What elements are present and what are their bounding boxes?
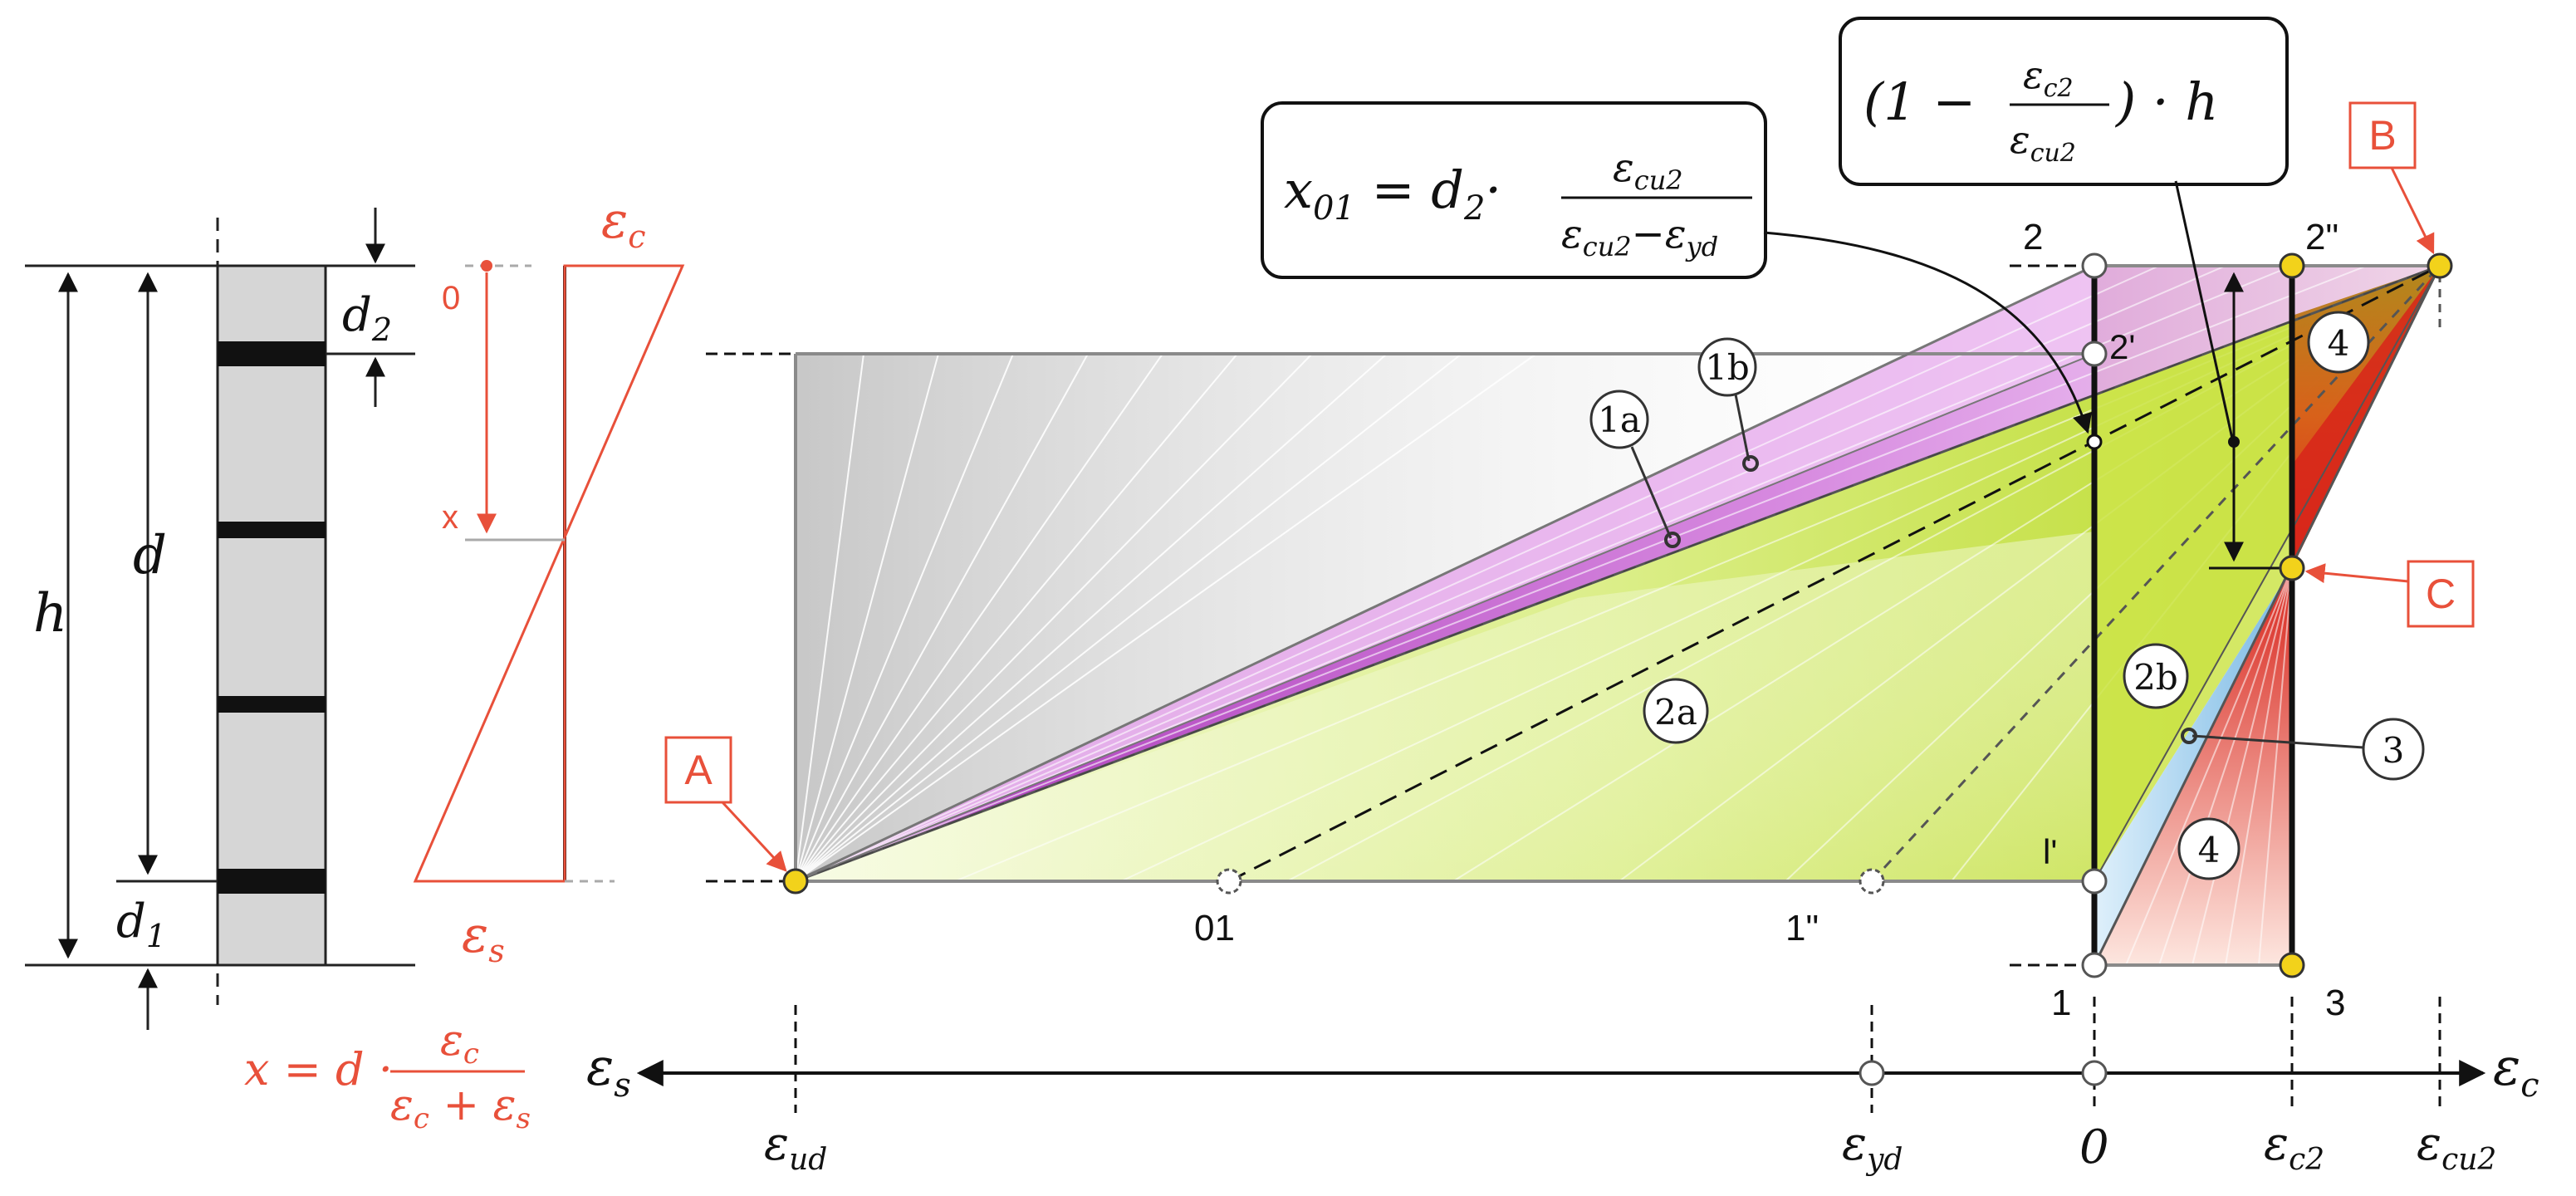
region-2a-fade	[796, 532, 2094, 881]
svg-text:x01 = d2·: x01 = d2·	[1284, 159, 1501, 228]
label-d1: d1	[116, 895, 166, 954]
label-1p: l'	[2043, 832, 2057, 871]
svg-text:4: 4	[2328, 323, 2350, 364]
formula-x-lhs: x = d ·	[244, 1043, 393, 1096]
label-2pp: 2"	[2305, 217, 2338, 257]
profile-shape	[413, 264, 685, 883]
formula-height-leader	[2174, 180, 2234, 439]
strain-profile: 0 x εc εs x = d · εc εc + εs	[244, 192, 685, 1135]
line-B-1p	[2094, 265, 2441, 882]
label-d2: d2	[342, 288, 392, 348]
point-3	[2279, 952, 2305, 978]
tick-label-cu2: εcu2	[2417, 1117, 2496, 1177]
axis-point-zero	[2081, 1060, 2108, 1086]
formula-x-den: εc + εs	[390, 1081, 531, 1135]
label-2: 2	[2023, 217, 2043, 257]
box-B: B	[2348, 101, 2435, 255]
label-d: d	[133, 525, 167, 586]
tick-label-c2: εc2	[2264, 1117, 2324, 1177]
label-3: 3	[2325, 983, 2345, 1023]
svg-text:3: 3	[2383, 730, 2405, 771]
label-eps-c-top: εc	[601, 192, 646, 255]
svg-text:1a: 1a	[1598, 399, 1641, 440]
svg-text:εcu2: εcu2	[2010, 117, 2076, 168]
point-A	[782, 868, 809, 895]
section-body	[216, 264, 327, 967]
point-2	[2081, 252, 2108, 279]
bubble-1a: 1a	[1589, 390, 1681, 548]
tick-label-ud: εud	[764, 1117, 827, 1177]
box-A: A	[664, 736, 787, 872]
svg-text:A: A	[684, 747, 713, 793]
line-A-2	[795, 264, 2095, 883]
bubble-4-top: 4	[2307, 311, 2370, 374]
axis-eps-s-label: εs	[586, 1037, 631, 1105]
svg-text:C: C	[2426, 571, 2456, 617]
svg-text:2a: 2a	[1654, 692, 1697, 733]
bubble-1b: 1b	[1697, 337, 1759, 472]
tick-label-yd: εyd	[1842, 1117, 1903, 1177]
label-2p: 2'	[2109, 327, 2135, 366]
label-01: 01	[1194, 908, 1235, 948]
rebar-top	[218, 341, 326, 366]
line-A-B	[795, 264, 2441, 883]
svg-text:B: B	[2368, 112, 2396, 159]
svg-text:4: 4	[2198, 830, 2221, 870]
point-B	[2427, 252, 2453, 279]
bubble-3: 3	[2181, 718, 2425, 781]
bubble-4-bottom: 4	[2177, 817, 2241, 880]
svg-text:(1 −: (1 −	[1863, 71, 1976, 132]
axis-eps-c-label: εc	[2493, 1037, 2539, 1105]
tick-label-zero: 0	[2079, 1120, 2109, 1174]
point-C	[2279, 555, 2305, 581]
rebar-bottom	[218, 869, 326, 894]
formula-box-x01: x01 = d2· εcu2 εcu2−εyd	[1261, 101, 1767, 279]
svg-text:εc2: εc2	[2023, 52, 2074, 103]
bubble-2a: 2a	[1643, 678, 1709, 744]
formula-x: x = d · εc εc + εs	[244, 1016, 531, 1135]
formula-box-height: (1 − εc2 εcu2 ) · h	[1839, 17, 2289, 186]
point-1pp	[1859, 868, 1885, 895]
svg-text:εcu2: εcu2	[1613, 145, 1683, 196]
profile-zero-dot	[481, 260, 492, 272]
dim-c-height-dot	[2228, 436, 2240, 448]
formula-x-num: εc	[440, 1016, 479, 1071]
svg-text:2b: 2b	[2133, 657, 2178, 698]
gray-fan-lines	[795, 353, 1537, 882]
svg-text:) · h: ) · h	[2114, 71, 2218, 132]
point-2p	[2081, 341, 2108, 367]
label-x: x	[442, 499, 458, 536]
svg-text:εcu2−εyd: εcu2−εyd	[1561, 211, 1718, 262]
label-1: 1	[2051, 983, 2071, 1023]
box-C: C	[2304, 560, 2475, 628]
bubble-2b: 2b	[2123, 643, 2189, 709]
label-zero: 0	[442, 280, 460, 316]
label-h: h	[33, 583, 67, 645]
point-01	[1216, 868, 1242, 895]
point-2pp	[2279, 252, 2305, 279]
line-B-1	[2093, 265, 2441, 966]
formula-x01-leader	[1763, 231, 2092, 434]
line-A-2p	[795, 353, 2095, 882]
point-x01	[2086, 434, 2103, 450]
rebar-mid-2	[218, 696, 326, 713]
domain-diagram: 1a 1b 2a 2b 3 4 4 2	[664, 17, 2475, 1023]
label-eps-s-bottom: εs	[462, 906, 505, 969]
magenta-fan-lines	[795, 265, 2368, 882]
red-fan-lines	[2125, 567, 2293, 966]
point-1p	[2081, 868, 2108, 895]
axis-point-yd	[1859, 1060, 1885, 1086]
label-1pp: 1"	[1785, 908, 1819, 948]
point-1	[2081, 952, 2108, 978]
svg-text:1b: 1b	[1705, 347, 1750, 388]
rebar-mid-1	[218, 522, 326, 538]
cross-section: h d d2 d1	[25, 208, 415, 1030]
strain-axis: εs εc εud εyd 0 εc2 εcu2	[586, 997, 2539, 1177]
